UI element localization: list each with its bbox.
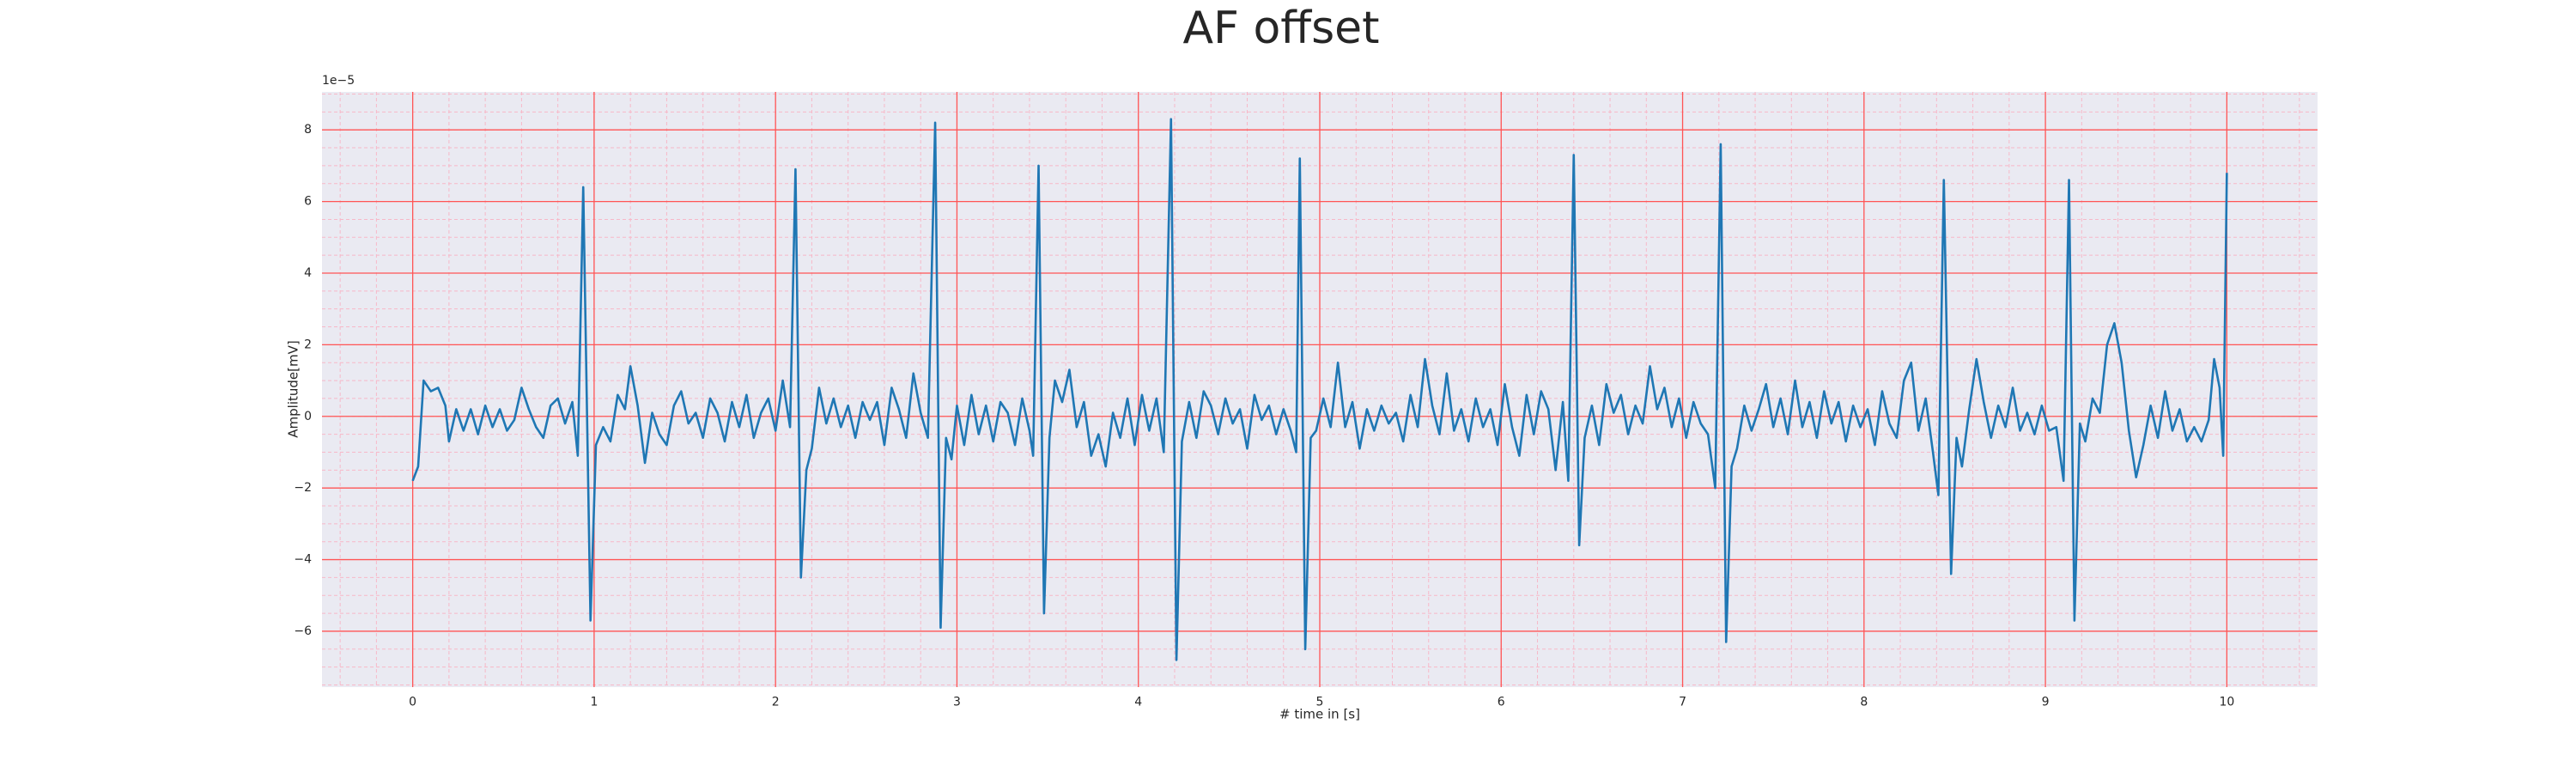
y-tick-label: 0: [304, 410, 312, 423]
y-tick-label: 8: [304, 123, 312, 137]
y-offset-label: 1e−5: [322, 74, 355, 88]
x-tick-label: 8: [1860, 696, 1868, 709]
x-tick-label: 6: [1498, 696, 1505, 709]
y-tick-label: 4: [304, 266, 312, 280]
x-tick-label: 1: [590, 696, 598, 709]
x-axis-label: # time in [s]: [1279, 707, 1360, 722]
signal-line: [411, 118, 2228, 661]
x-tick-label: 2: [772, 696, 780, 709]
x-tick-label: 10: [2219, 696, 2234, 709]
chart-title: AF offset: [1182, 3, 1379, 54]
y-tick-label: −4: [294, 553, 312, 567]
x-tick-label: 0: [409, 696, 416, 709]
x-tick-label: 3: [953, 696, 961, 709]
x-tick-label: 7: [1679, 696, 1686, 709]
y-tick-label: 6: [304, 195, 312, 209]
y-axis-label: Amplitude[mV]: [286, 340, 301, 437]
y-tick-label: 2: [304, 338, 312, 351]
x-tick-label: 5: [1316, 696, 1324, 709]
y-tick-label: −2: [294, 481, 312, 495]
y-tick-label: −6: [294, 624, 312, 638]
x-tick-label: 9: [2042, 696, 2050, 709]
x-tick-label: 4: [1134, 696, 1142, 709]
